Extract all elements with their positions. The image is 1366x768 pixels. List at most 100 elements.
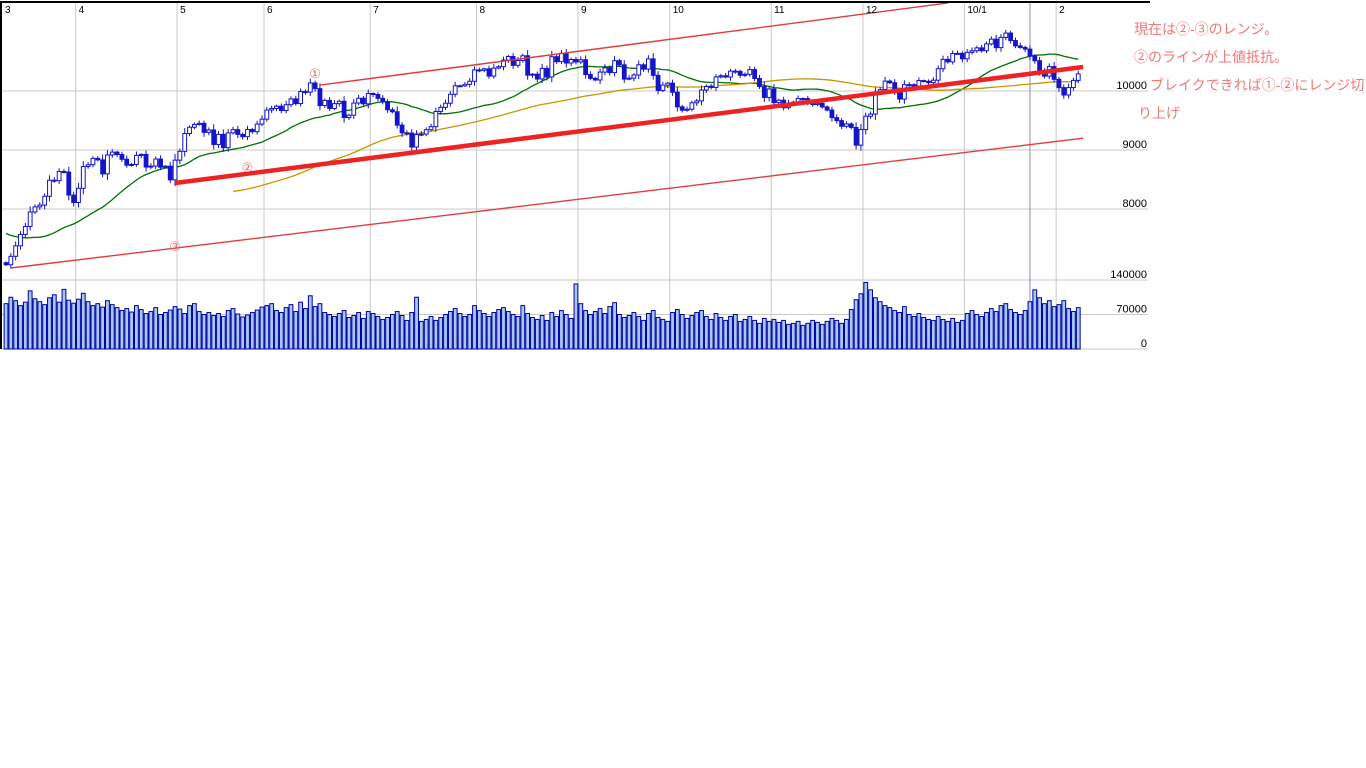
volume-bar xyxy=(742,318,748,350)
volume-bar xyxy=(370,313,376,350)
volume-bar xyxy=(897,312,902,350)
volume-bar xyxy=(361,317,366,350)
volume-bar xyxy=(757,322,762,350)
candle-body xyxy=(317,88,323,107)
candle-body xyxy=(85,164,91,168)
month-label: 11 xyxy=(774,5,785,16)
volume-bar xyxy=(979,315,985,350)
volume-bar xyxy=(196,311,202,350)
volume-bar xyxy=(863,281,869,350)
candle-body xyxy=(370,92,376,96)
candle-body xyxy=(882,80,888,91)
volume-bar xyxy=(607,306,613,350)
candle-body xyxy=(974,47,980,52)
candle-body xyxy=(90,157,96,166)
candle-body xyxy=(187,126,192,134)
volume-bar xyxy=(346,316,352,350)
candle-body xyxy=(501,59,506,68)
volume-bar xyxy=(520,305,526,350)
volume-bar xyxy=(452,308,458,350)
volume-bar xyxy=(119,310,125,350)
candle-body xyxy=(723,75,729,78)
price-tick-label: 10000 xyxy=(1116,80,1147,92)
volume-bar xyxy=(235,313,241,350)
volume-bar xyxy=(761,317,767,350)
candle-body xyxy=(998,36,1004,49)
candle-body xyxy=(626,77,632,80)
volume-bar xyxy=(665,320,671,350)
volume-bar xyxy=(380,318,386,350)
volume-bar xyxy=(771,318,777,350)
volume-bar xyxy=(815,321,820,350)
candle-body xyxy=(829,109,835,119)
volume-bar xyxy=(732,314,738,350)
volume-bar xyxy=(645,313,651,350)
volume-bar xyxy=(245,314,250,350)
volume-bar xyxy=(578,303,584,350)
candle-body xyxy=(674,91,680,108)
candle-body xyxy=(76,187,81,204)
volume-bar xyxy=(486,315,492,350)
volume-bar xyxy=(921,316,927,350)
volume-bar xyxy=(496,309,502,350)
candle-body xyxy=(568,58,574,64)
volume-bar xyxy=(259,306,265,350)
volume-bar xyxy=(481,313,487,350)
candle-body xyxy=(660,84,666,91)
volume-bar xyxy=(568,317,574,350)
candle-body xyxy=(916,80,922,87)
volume-bar xyxy=(225,310,231,350)
volume-bar xyxy=(428,315,434,350)
volume-bar xyxy=(882,305,888,350)
volume-bar xyxy=(385,316,390,350)
volume-bar xyxy=(592,311,598,350)
volume-bar xyxy=(418,320,424,350)
month-label: 2 xyxy=(1059,5,1065,16)
candle-body xyxy=(162,165,168,168)
volume-bar xyxy=(955,321,960,350)
line-2 xyxy=(174,64,1084,186)
volume-bar xyxy=(752,319,758,350)
candle-body xyxy=(766,88,772,98)
candle-body xyxy=(969,50,975,53)
volume-bar xyxy=(298,301,304,350)
volume-bar xyxy=(409,312,415,350)
candle-body xyxy=(172,159,178,181)
volume-bar xyxy=(1061,300,1067,350)
candle-body xyxy=(71,194,77,204)
volume-bar xyxy=(187,305,192,350)
annotation-line-4: り上げ xyxy=(1138,105,1180,121)
volume-bar xyxy=(621,316,627,350)
volume-bar xyxy=(790,322,796,350)
volume-bar xyxy=(800,324,806,350)
month-label: 4 xyxy=(79,5,85,16)
candle-body xyxy=(559,52,564,63)
month-label: 12 xyxy=(866,5,878,16)
candle-body xyxy=(1075,73,1081,81)
candle-body xyxy=(747,69,753,75)
volume-bar xyxy=(95,303,101,350)
volume-bar xyxy=(926,318,931,350)
volume-bar xyxy=(544,319,550,350)
candle-body xyxy=(452,85,458,95)
candle-body xyxy=(51,179,57,182)
candle-body xyxy=(438,106,444,113)
candle-body xyxy=(752,69,758,79)
volume-bar xyxy=(230,308,236,350)
volume-bar xyxy=(959,319,965,350)
candle-body xyxy=(578,59,584,63)
volume-bar xyxy=(283,307,289,350)
volume-bar xyxy=(510,314,516,350)
volume-bar xyxy=(810,319,816,350)
candle-body xyxy=(868,113,873,117)
month-label: 3 xyxy=(5,5,11,16)
candle-body xyxy=(114,151,120,155)
candle-body xyxy=(926,80,931,84)
volume-bar xyxy=(27,290,33,350)
candle-body xyxy=(307,82,313,93)
candle-body xyxy=(418,133,424,136)
price-tick-label: 9000 xyxy=(1123,139,1147,151)
candle-body xyxy=(399,124,405,134)
